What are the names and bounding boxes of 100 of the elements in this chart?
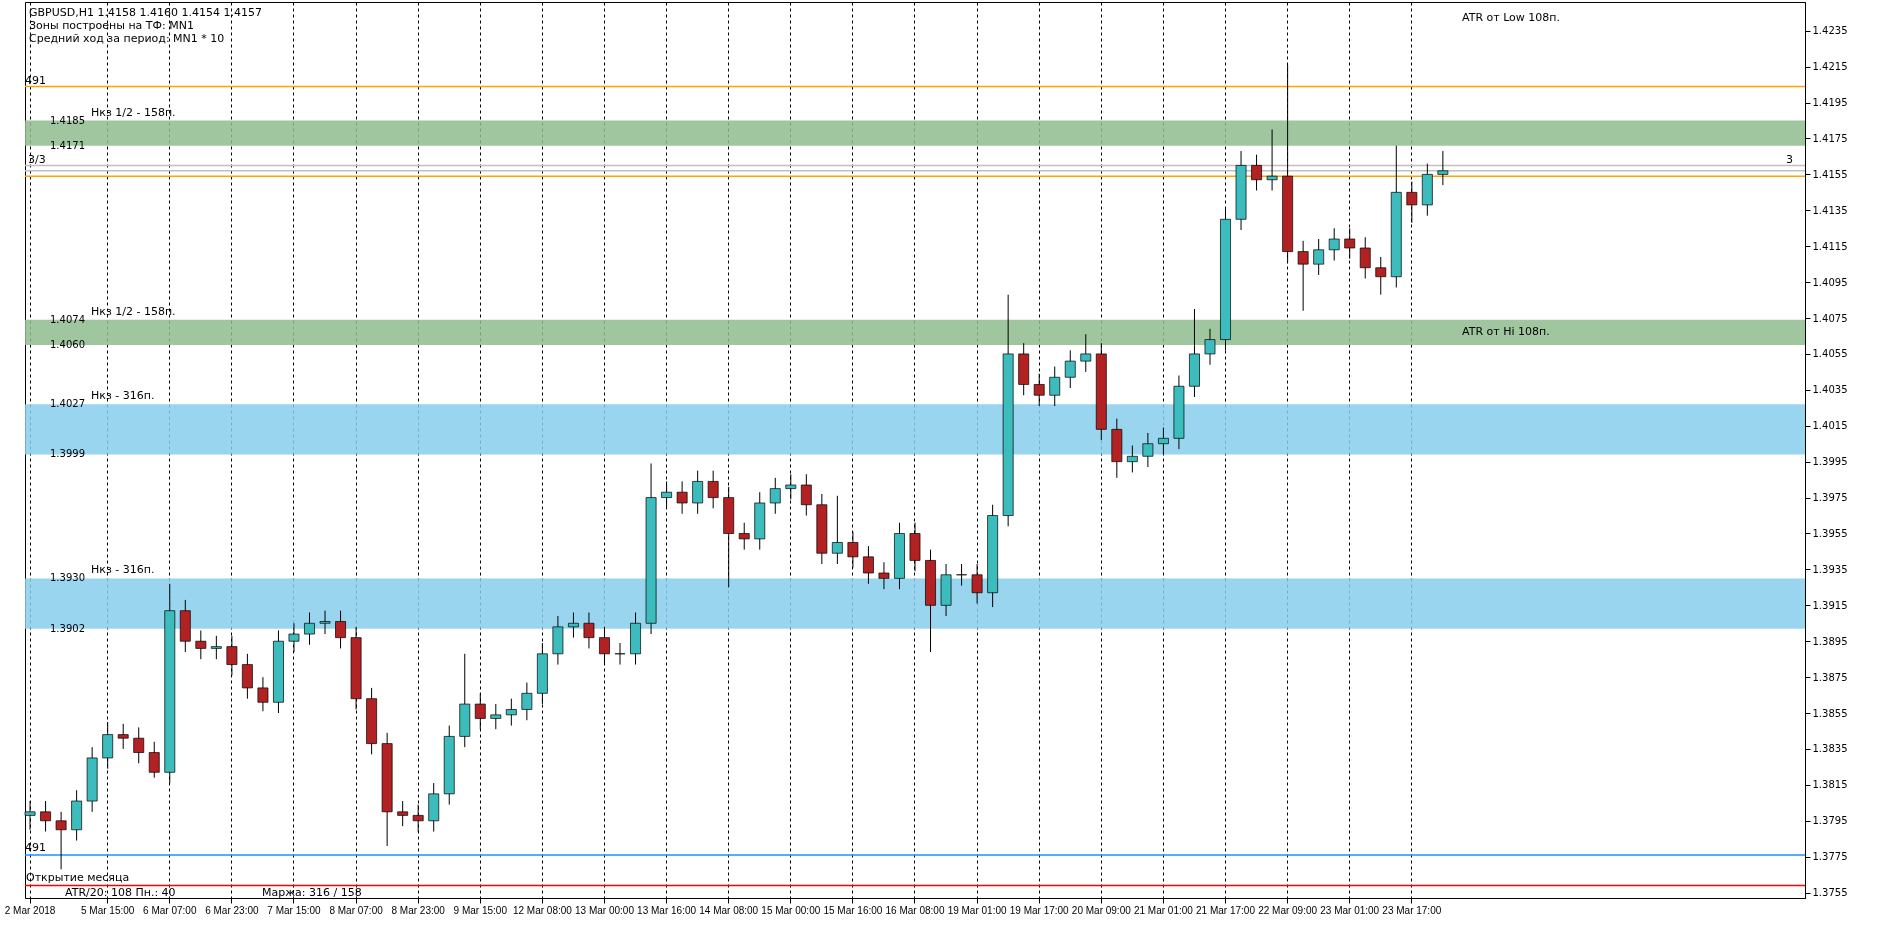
candlestick: [1359, 236, 1371, 280]
ref-line-label: Открытие месяца: [26, 871, 130, 885]
y-tick-label: 1.3955: [1812, 527, 1848, 539]
candlestick: [195, 629, 207, 660]
annotation: 1.4185: [50, 114, 85, 126]
band-label: Нкз - 316п.: [91, 563, 155, 577]
candlestick: [1375, 256, 1387, 296]
y-tick-label: 1.3975: [1812, 492, 1848, 504]
x-tick-label: 13 Mar 00:00: [575, 904, 635, 916]
x-tick-label: 23 Mar 01:00: [1320, 904, 1380, 916]
y-tick-label: 1.3815: [1812, 779, 1848, 791]
y-tick-label: 1.3915: [1812, 599, 1848, 611]
candlestick: [769, 477, 781, 515]
candlestick: [1437, 150, 1449, 186]
band-label: Нкз - 316п.: [91, 389, 155, 403]
candlestick: [1406, 181, 1418, 224]
candlestick: [257, 676, 269, 712]
annotation: 1.3902: [50, 622, 85, 634]
annotation: 491: [25, 841, 46, 854]
annotation: Маржа: 316 / 158: [262, 886, 362, 899]
candlestick: [210, 635, 222, 660]
candlestick: [148, 741, 160, 779]
candlestick: [1126, 445, 1138, 473]
annotation: ATR от Hi 108п.: [1462, 325, 1550, 338]
candlestick: [878, 561, 890, 590]
candlestick: [568, 612, 579, 639]
y-tick-label: 1.3895: [1812, 635, 1848, 647]
candlestick: [1080, 333, 1092, 373]
y-tick-label: 1.4195: [1812, 97, 1848, 109]
x-tick-label: 8 Mar 23:00: [391, 904, 446, 916]
candlestick: [1251, 154, 1262, 192]
candlestick: [102, 721, 114, 770]
candlestick: [397, 800, 409, 827]
band-label: Нкз 1/2 - 158п.: [91, 105, 176, 119]
candlestick: [1313, 238, 1325, 276]
x-tick-label: 13 Mar 16:00: [637, 904, 697, 916]
candlestick: [242, 653, 253, 700]
candlestick: [956, 563, 967, 587]
annotation: 1.4060: [50, 338, 85, 350]
annotation: 1.3930: [50, 572, 85, 584]
y-tick-label: 1.3795: [1812, 815, 1848, 827]
candlestick: [40, 800, 51, 833]
candlestick: [707, 470, 719, 509]
y-tick-label: 1.4175: [1812, 132, 1848, 144]
y-tick-label: 1.4215: [1812, 61, 1848, 73]
annotation: 3: [1786, 153, 1793, 166]
x-tick-label: 21 Mar 01:00: [1133, 904, 1194, 916]
y-tick-label: 1.3995: [1812, 456, 1848, 468]
x-tick-label: 16 Mar 08:00: [885, 904, 945, 916]
x-tick-label: 7 Mar 15:00: [267, 904, 322, 916]
y-tick-label: 1.4235: [1812, 25, 1848, 37]
candlestick: [692, 470, 704, 515]
candlestick: [117, 723, 129, 750]
y-tick-label: 1.4035: [1812, 384, 1848, 396]
annotation: Зоны построены на ТФ: MN1: [29, 19, 194, 32]
candlestick: [521, 682, 533, 721]
candlestick: [1328, 227, 1340, 262]
annotation: 1.4171: [50, 139, 85, 151]
candlestick: [1064, 349, 1076, 389]
candlestick: [614, 642, 626, 666]
candlestick: [863, 545, 874, 585]
candlestick: [304, 612, 315, 646]
annotation: 3/3: [28, 153, 46, 166]
candlestick: [738, 522, 750, 551]
annotation: ATR от Low 108п.: [1462, 11, 1561, 24]
candlestick: [133, 726, 145, 764]
candlestick: [335, 610, 346, 649]
y-tick-label: 1.4155: [1812, 168, 1848, 180]
x-tick-label: 15 Mar 16:00: [823, 904, 883, 916]
candlestick: [1033, 373, 1045, 407]
annotation: 1.3999: [50, 448, 85, 460]
x-tick-label: 23 Mar 17:00: [1382, 904, 1442, 916]
x-tick-label: 19 Mar 17:00: [1009, 904, 1070, 916]
candlestick: [1204, 328, 1216, 366]
candlestick: [831, 495, 843, 565]
x-tick-label: 5 Mar 15:00: [80, 904, 135, 916]
x-tick-label: 22 Mar 09:00: [1258, 904, 1318, 916]
candlestick: [1142, 432, 1154, 468]
annotation: 1.4027: [50, 398, 85, 410]
y-tick-label: 1.4095: [1812, 276, 1848, 288]
candlestick: [1266, 128, 1278, 192]
y-tick-label: 1.4015: [1812, 420, 1848, 432]
candlestick: [1049, 366, 1061, 407]
chart-title: GBPUSD,H1 1.4158 1.4160 1.4154 1.4157: [29, 6, 262, 19]
candlestick: [490, 703, 502, 730]
candlestick: [55, 811, 67, 870]
x-tick-label: 8 Mar 07:00: [329, 904, 384, 916]
candlestick: [319, 610, 331, 635]
x-tick-label: 14 Mar 08:00: [699, 904, 759, 916]
candlestick: [1297, 240, 1309, 312]
candlestick: [583, 612, 595, 649]
annotation: Средний ход за период: MN1 * 10: [29, 32, 225, 45]
y-tick-label: 1.3875: [1812, 671, 1848, 683]
y-tick-label: 1.4115: [1812, 240, 1848, 252]
candlestick: [676, 480, 688, 515]
x-tick-label: 2 Mar 2018: [4, 904, 56, 916]
y-tick-label: 1.3775: [1812, 851, 1848, 863]
y-tick-label: 1.4055: [1812, 348, 1848, 360]
x-tick-label: 6 Mar 23:00: [205, 904, 259, 916]
y-tick-label: 1.3855: [1812, 707, 1848, 719]
